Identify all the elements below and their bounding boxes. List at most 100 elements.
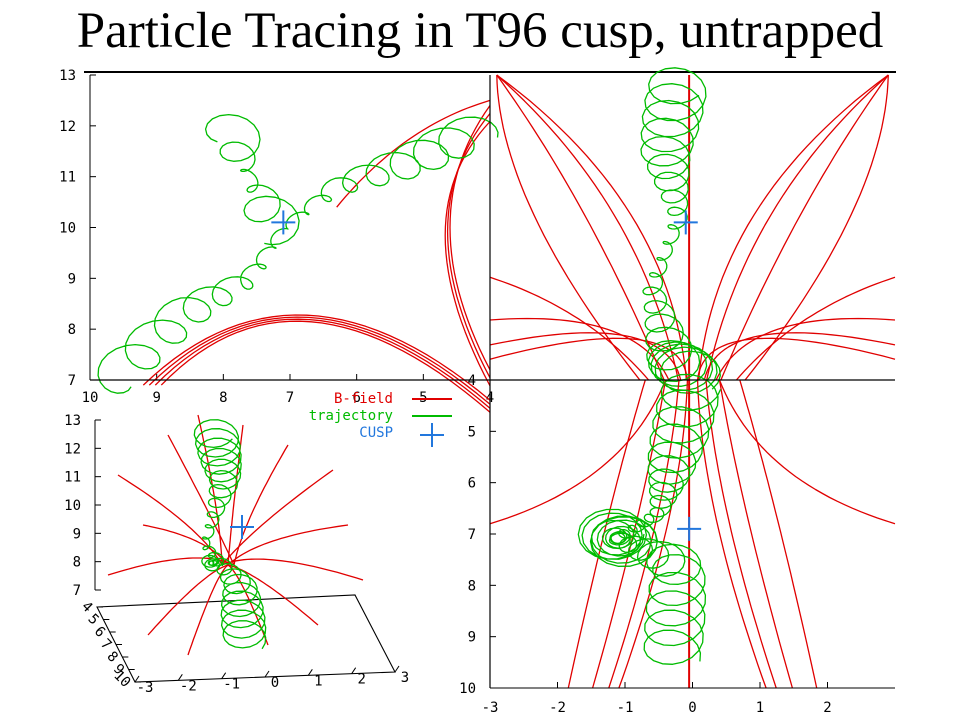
br-field-line xyxy=(739,379,818,689)
bl-ztick-label: 10 xyxy=(64,498,81,514)
br-field-line xyxy=(718,379,896,525)
legend-key-cusp xyxy=(420,423,444,447)
tl-xtick-label: 10 xyxy=(82,390,99,406)
tl-field-line xyxy=(336,99,491,208)
bl-trajectory-loop xyxy=(201,554,224,572)
tr-field-line xyxy=(735,276,896,381)
tr-trajectory xyxy=(640,67,721,394)
legend-label: CUSP xyxy=(359,425,393,441)
tl-field-line xyxy=(148,316,491,405)
bl-ztick-label: 13 xyxy=(64,413,81,429)
tl-ytick-label: 11 xyxy=(59,170,76,186)
tl-field-line xyxy=(154,318,491,409)
bl-xtick-label: 0 xyxy=(271,675,279,691)
bl-xtick xyxy=(394,665,400,673)
bl-ztick-label: 8 xyxy=(73,555,81,571)
tr-field-line xyxy=(496,74,665,381)
br-ytick-label: 5 xyxy=(468,424,476,440)
tr-field-line xyxy=(696,337,896,381)
bl-field-line xyxy=(167,434,235,566)
bl-ztick-label: 9 xyxy=(73,526,81,542)
tl-ytick-label: 13 xyxy=(59,68,76,84)
bl-xtick xyxy=(351,667,357,674)
tr-field-line xyxy=(489,337,689,381)
panel-bottom-right-xy: 4 5 6 7 8 9 10 -3 -2 -1 0 1 2 xyxy=(459,373,896,716)
br-xtick-label: -2 xyxy=(549,700,566,716)
br-ytick-label: 4 xyxy=(468,373,476,389)
tr-field-line xyxy=(744,74,889,381)
bl-xtick-label: -1 xyxy=(223,677,240,693)
bl-ztick-label: 12 xyxy=(64,441,81,457)
bl-field-line xyxy=(221,469,334,566)
br-field-line xyxy=(718,379,794,689)
bl-xtick-label: 1 xyxy=(314,673,322,689)
bl-field-line xyxy=(227,524,349,566)
tr-field-line xyxy=(703,332,896,381)
tl-xtick-label: 9 xyxy=(152,390,160,406)
tr-field-line xyxy=(496,74,679,381)
bl-ztick-label: 11 xyxy=(64,470,81,486)
tr-field-line xyxy=(715,317,896,381)
legend-label: trajectory xyxy=(309,408,393,424)
bl-field-line xyxy=(197,414,223,566)
bl-xtick-label: 3 xyxy=(401,670,409,686)
tl-field-line xyxy=(446,113,491,379)
tl-ytick-label: 8 xyxy=(68,322,76,338)
tl-ytick-label: 12 xyxy=(59,119,76,135)
bl-xtick xyxy=(221,672,227,679)
br-xtick-label: -3 xyxy=(482,700,499,716)
panel-top-right-yz xyxy=(489,67,896,394)
br-trajectory xyxy=(608,373,722,665)
tr-field-line xyxy=(489,317,670,381)
tl-field-line xyxy=(160,320,491,413)
tr-field-line xyxy=(697,74,889,381)
bl-base-plane xyxy=(96,594,396,683)
bl-xtick xyxy=(134,675,140,683)
tl-ytick-label: 9 xyxy=(68,271,76,287)
tr-field-line xyxy=(496,74,641,381)
tr-field-line xyxy=(720,74,889,381)
br-xtick-label: 1 xyxy=(756,700,764,716)
br-cusp-marker xyxy=(677,516,702,541)
slide-title: Particle Tracing in T96 cusp, untrapped xyxy=(76,3,884,59)
tl-field-line xyxy=(142,314,491,401)
bl-field-line xyxy=(233,444,289,566)
br-ytick-label: 10 xyxy=(459,681,476,697)
tr-field-line xyxy=(496,74,688,381)
br-field-line xyxy=(696,379,767,689)
tl-field-line xyxy=(449,105,491,371)
bl-field-line xyxy=(117,474,223,566)
tr-field-line xyxy=(706,74,889,381)
br-ytick-label: 8 xyxy=(468,578,476,594)
tl-ytick-label: 7 xyxy=(68,373,76,389)
br-ytick-label: 7 xyxy=(468,527,476,543)
tl-field-line xyxy=(444,121,491,387)
br-field-line xyxy=(618,379,689,689)
br-trajectory-loop xyxy=(577,508,659,567)
bl-ztick-label: 7 xyxy=(73,583,81,599)
panel-top-left-xz: 7891011121310987654 xyxy=(59,68,499,413)
bl-field-line xyxy=(221,558,364,581)
br-field-line xyxy=(705,379,777,689)
bl-field-line xyxy=(187,564,229,656)
bl-field-line xyxy=(107,557,235,576)
tr-field-line xyxy=(489,276,650,381)
bl-field-line xyxy=(227,424,244,566)
tl-xtick-label: 7 xyxy=(286,390,294,406)
br-xtick-label: 2 xyxy=(823,700,831,716)
bl-xtick-label: -3 xyxy=(137,680,154,696)
bl-xtick xyxy=(307,669,313,676)
tl-xtick-label: 8 xyxy=(219,390,227,406)
bl-trajectory xyxy=(193,419,267,650)
tr-cusp-marker xyxy=(673,210,698,235)
tl-xtick-label: 6 xyxy=(352,390,360,406)
bl-xtick xyxy=(177,674,183,681)
bl-field-line xyxy=(147,564,229,636)
bl-xtick xyxy=(264,670,270,678)
bl-cusp-marker xyxy=(230,515,254,539)
legend-label: B-field xyxy=(334,391,393,407)
br-xtick-label: 0 xyxy=(688,700,696,716)
tl-trajectory xyxy=(97,116,499,394)
